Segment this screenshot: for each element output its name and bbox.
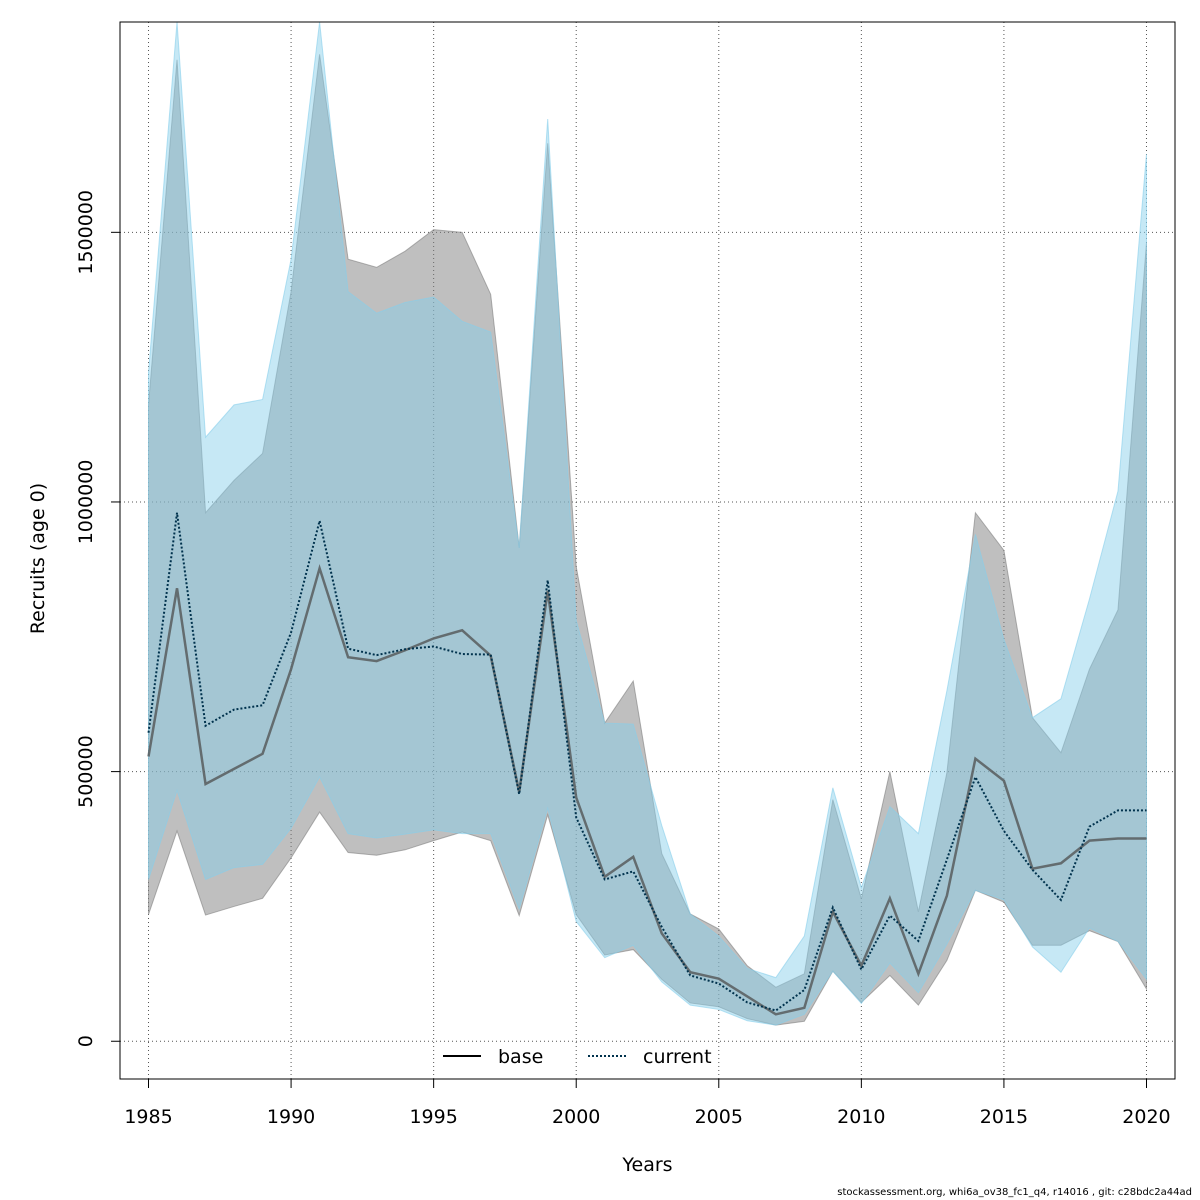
x-tick-label: 2000 xyxy=(552,1106,600,1128)
x-tick-label: 1995 xyxy=(409,1106,457,1128)
line-base xyxy=(147,563,1147,1016)
band-base xyxy=(148,54,1147,1026)
y-tick-label: 1500000 xyxy=(75,190,97,275)
y-axis: 0 500000 1000000 1500000 xyxy=(75,190,121,1047)
line-current xyxy=(147,512,1147,1012)
x-tick-label: 1985 xyxy=(124,1106,172,1128)
x-tick-label: 2005 xyxy=(695,1106,743,1128)
x-tick-label: 2010 xyxy=(837,1106,885,1128)
x-tick-label: 2015 xyxy=(980,1106,1028,1128)
x-tick-label: 2020 xyxy=(1122,1106,1170,1128)
x-axis-title: Years xyxy=(621,1154,672,1176)
band-current xyxy=(148,22,1147,1026)
confidence-bands xyxy=(148,22,1147,1026)
y-tick-label: 0 xyxy=(75,1035,97,1047)
legend: base current xyxy=(443,1046,712,1068)
legend-label-base: base xyxy=(498,1046,543,1068)
series-lines xyxy=(147,512,1147,1016)
legend-label-current: current xyxy=(643,1046,712,1068)
y-tick-label: 1000000 xyxy=(75,460,97,545)
footer-credit: stockassessment.org, whi6a_ov38_fc1_q4, … xyxy=(837,1187,1192,1198)
x-tick-label: 1990 xyxy=(267,1106,315,1128)
x-axis: 1985 1990 1995 2000 2005 2010 2015 2020 xyxy=(124,1078,1171,1128)
y-axis-title: Recruits (age 0) xyxy=(27,483,49,634)
y-tick-label: 500000 xyxy=(75,735,97,808)
